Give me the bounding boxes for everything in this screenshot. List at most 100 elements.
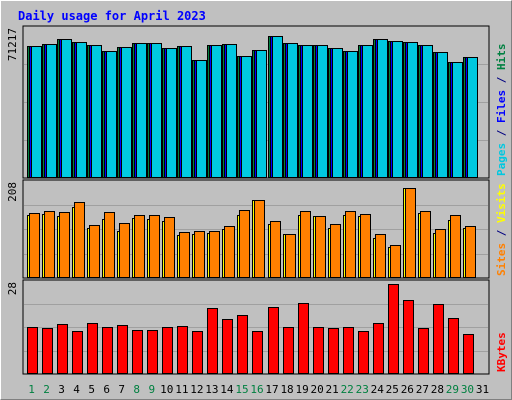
panel-hits-legend: Pages / Files / Hits [495,44,508,177]
bar-sites-sites-day-26 [405,188,416,278]
legend-part-0: KBytes [495,332,508,372]
bar-kbytes-kbytes-day-30 [463,334,474,374]
bar-sites-sites-day-3 [59,212,70,278]
bar-hits-pages-day-30 [467,57,478,178]
x-tick-label-day-24: 24 [371,383,385,396]
legend-part-2: Visits [495,183,508,223]
bar-hits-pages-day-1 [31,46,42,178]
bar-sites-sites-day-28 [435,229,446,278]
bar-kbytes-kbytes-day-25 [388,284,399,374]
bar-hits-pages-day-11 [181,46,192,178]
bar-kbytes-kbytes-day-19 [298,303,309,374]
panel-kbytes: 28 KBytes [6,279,508,375]
bar-hits-pages-day-4 [76,42,87,178]
bar-kbytes-kbytes-day-15 [237,315,248,374]
bar-hits-pages-day-29 [452,62,463,178]
bar-kbytes-kbytes-day-8 [132,330,143,374]
x-tick-label-day-13: 13 [205,383,218,396]
bar-sites-sites-day-10 [164,217,175,278]
bar-kbytes-kbytes-day-4 [72,331,83,374]
x-tick-label-day-10: 10 [160,383,173,396]
bar-sites-sites-day-6 [104,212,115,278]
bar-kbytes-kbytes-day-1 [27,327,38,374]
bar-kbytes-kbytes-day-17 [268,307,279,374]
bar-kbytes-kbytes-day-16 [252,331,263,374]
x-tick-label-day-29: 29 [446,383,459,396]
bar-sites-sites-day-25 [390,245,401,278]
x-tick-label-day-30: 30 [461,383,474,396]
x-tick-label-day-11: 11 [175,383,188,396]
panel-hits: 71217 Pages / Files / Hits [6,25,508,179]
legend-part-4: Hits [495,44,508,71]
bar-sites-sites-day-22 [345,211,356,278]
bar-sites-sites-day-9 [149,215,160,278]
bar-sites-sites-day-30 [465,226,476,278]
bar-sites-sites-day-2 [44,211,55,278]
bar-sites-sites-day-15 [239,210,250,278]
bar-kbytes-kbytes-day-23 [358,331,369,374]
bar-hits-pages-day-15 [241,56,252,178]
bar-kbytes-kbytes-day-29 [448,318,459,374]
bar-kbytes-kbytes-day-10 [162,327,173,374]
bar-sites-sites-day-16 [254,200,265,278]
legend-part-0: Sites [495,243,508,276]
x-tick-label-day-20: 20 [311,383,324,396]
x-tick-label-day-27: 27 [416,383,429,396]
bar-sites-sites-day-27 [420,211,431,278]
bar-kbytes-kbytes-day-9 [147,330,158,374]
x-tick-label-day-22: 22 [341,383,354,396]
bar-kbytes-kbytes-day-28 [433,304,444,374]
panel-sites-max-label: 208 [6,182,19,202]
bar-hits-pages-day-20 [317,45,328,178]
x-tick-label-day-25: 25 [386,383,399,396]
legend-part-0: Pages [495,143,508,176]
bar-kbytes-kbytes-day-11 [177,326,188,374]
bar-hits-pages-day-14 [226,44,237,178]
x-tick-label-day-28: 28 [431,383,444,396]
bar-hits-pages-day-7 [121,47,132,178]
bar-sites-sites-day-18 [285,234,296,278]
bar-hits-pages-day-8 [136,43,147,178]
bar-hits-pages-day-19 [302,45,313,178]
bar-sites-sites-day-5 [89,225,100,278]
bar-sites-sites-day-17 [270,221,281,278]
bar-hits-pages-day-16 [256,50,267,178]
bar-sites-sites-day-24 [375,234,386,278]
x-tick-label-day-7: 7 [118,383,125,396]
bar-hits-pages-day-12 [196,60,207,178]
x-tick-label-day-16: 16 [250,383,263,396]
x-tick-label-day-26: 26 [401,383,414,396]
bar-kbytes-kbytes-day-5 [87,323,98,374]
bar-hits-pages-day-18 [287,43,298,178]
x-tick-label-day-3: 3 [58,383,65,396]
x-tick-label-day-9: 9 [148,383,155,396]
bar-hits-pages-day-25 [392,41,403,178]
bar-hits-pages-day-3 [61,39,72,178]
x-tick-label-day-1: 1 [28,383,35,396]
x-tick-label-day-4: 4 [73,383,80,396]
bar-hits-pages-day-23 [362,45,373,178]
legend-part-2: Files [495,90,508,123]
legend-part-1: / [495,223,508,243]
bar-sites-sites-day-14 [224,226,235,278]
x-tick-label-day-23: 23 [356,383,369,396]
bar-sites-sites-day-19 [300,211,311,278]
bar-kbytes-kbytes-day-12 [192,331,203,374]
bar-hits-pages-day-6 [106,51,117,178]
x-tick-label-day-6: 6 [103,383,110,396]
x-tick-label-day-5: 5 [88,383,95,396]
x-tick-label-day-21: 21 [326,383,339,396]
panel-hits-max-label: 71217 [6,28,19,61]
bar-sites-sites-day-20 [315,216,326,278]
bar-hits-pages-day-27 [422,45,433,178]
bar-kbytes-kbytes-day-21 [328,328,339,374]
bar-hits-pages-day-22 [347,51,358,178]
bar-sites-sites-day-11 [179,232,190,278]
bar-kbytes-kbytes-day-22 [343,327,354,374]
bar-sites-sites-day-12 [194,231,205,278]
bar-sites-sites-day-13 [209,231,220,278]
panel-kbytes-max-label: 28 [6,282,19,295]
bar-kbytes-kbytes-day-2 [42,328,53,374]
x-tick-label-day-2: 2 [43,383,50,396]
x-tick-label-day-18: 18 [280,383,293,396]
